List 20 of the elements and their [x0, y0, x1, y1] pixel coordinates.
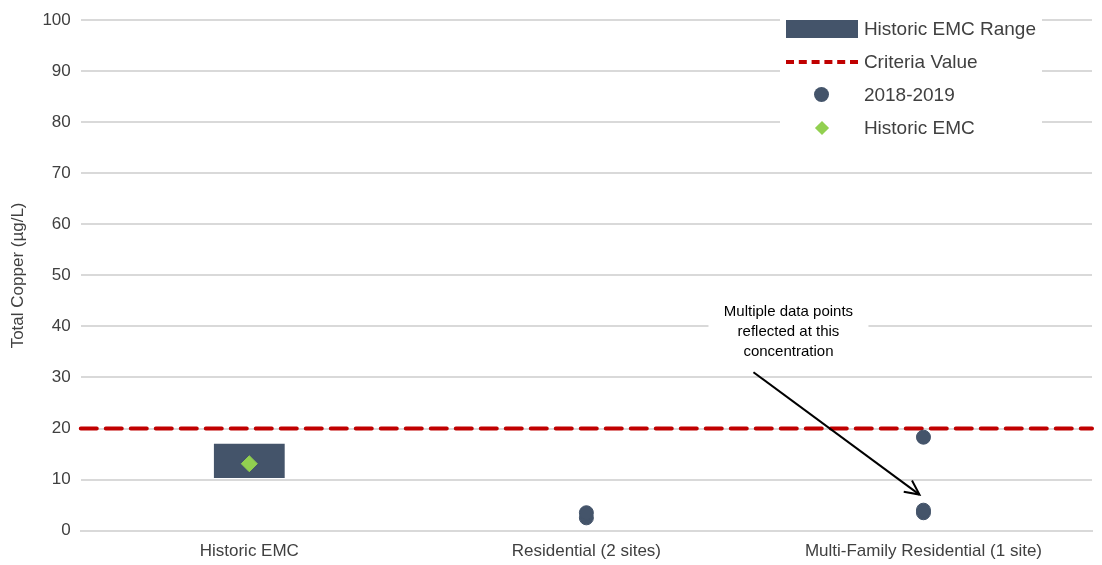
- legend-label: 2018-2019: [863, 83, 955, 106]
- y-tick-label: 100: [42, 9, 71, 29]
- legend-label: Criteria Value: [863, 50, 978, 73]
- legend-label: Historic EMC Range: [863, 17, 1036, 40]
- y-tick-label: 20: [51, 418, 71, 438]
- y-tick-label: 30: [51, 367, 71, 387]
- x-tick-label: Multi-Family Residential (1 site): [804, 541, 1043, 561]
- y-tick-label: 80: [51, 111, 71, 131]
- y-tick-label: 10: [51, 469, 71, 489]
- y-tick-label: 0: [61, 520, 71, 540]
- y-axis-title: Total Copper (µg/L): [7, 202, 27, 349]
- annotation: Multiple data points reflected at this concentration: [723, 301, 854, 359]
- x-tick-label: Residential (2 sites): [511, 541, 662, 561]
- y-tick-label: 70: [51, 163, 71, 183]
- x-tick-label: Historic EMC: [199, 541, 299, 561]
- y-tick-label: 50: [51, 265, 71, 285]
- y-tick-label: 60: [51, 214, 71, 234]
- legend-label: Historic EMC: [863, 116, 975, 139]
- y-tick-label: 90: [51, 60, 71, 80]
- y-tick-label: 40: [51, 316, 71, 336]
